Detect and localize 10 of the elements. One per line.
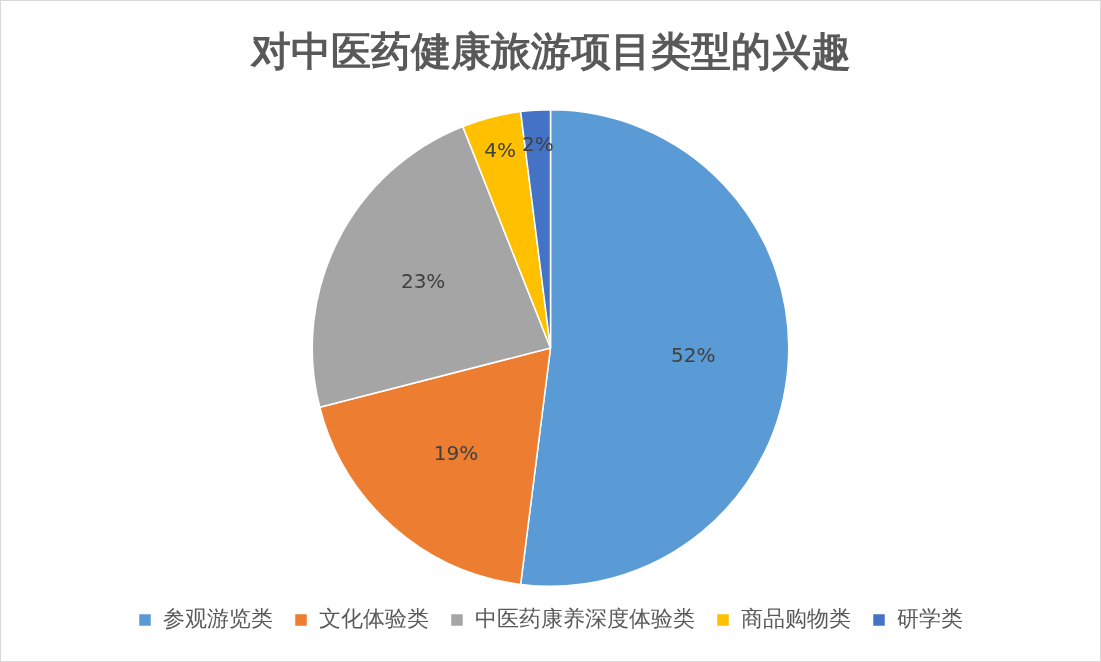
legend-label: 参观游览类 bbox=[162, 605, 273, 631]
legend-label: 文化体验类 bbox=[318, 605, 429, 631]
data-label: 4% bbox=[484, 138, 516, 163]
legend-label: 中医药康养深度体验类 bbox=[474, 605, 695, 631]
data-label: 19% bbox=[433, 441, 479, 466]
chart-title: 对中医药健康旅游项目类型的兴趣 bbox=[248, 28, 851, 75]
data-label: 23% bbox=[400, 269, 446, 294]
legend-label: 研学类 bbox=[896, 605, 963, 631]
legend-label: 商品购物类 bbox=[740, 605, 851, 631]
data-label: 52% bbox=[670, 343, 716, 368]
